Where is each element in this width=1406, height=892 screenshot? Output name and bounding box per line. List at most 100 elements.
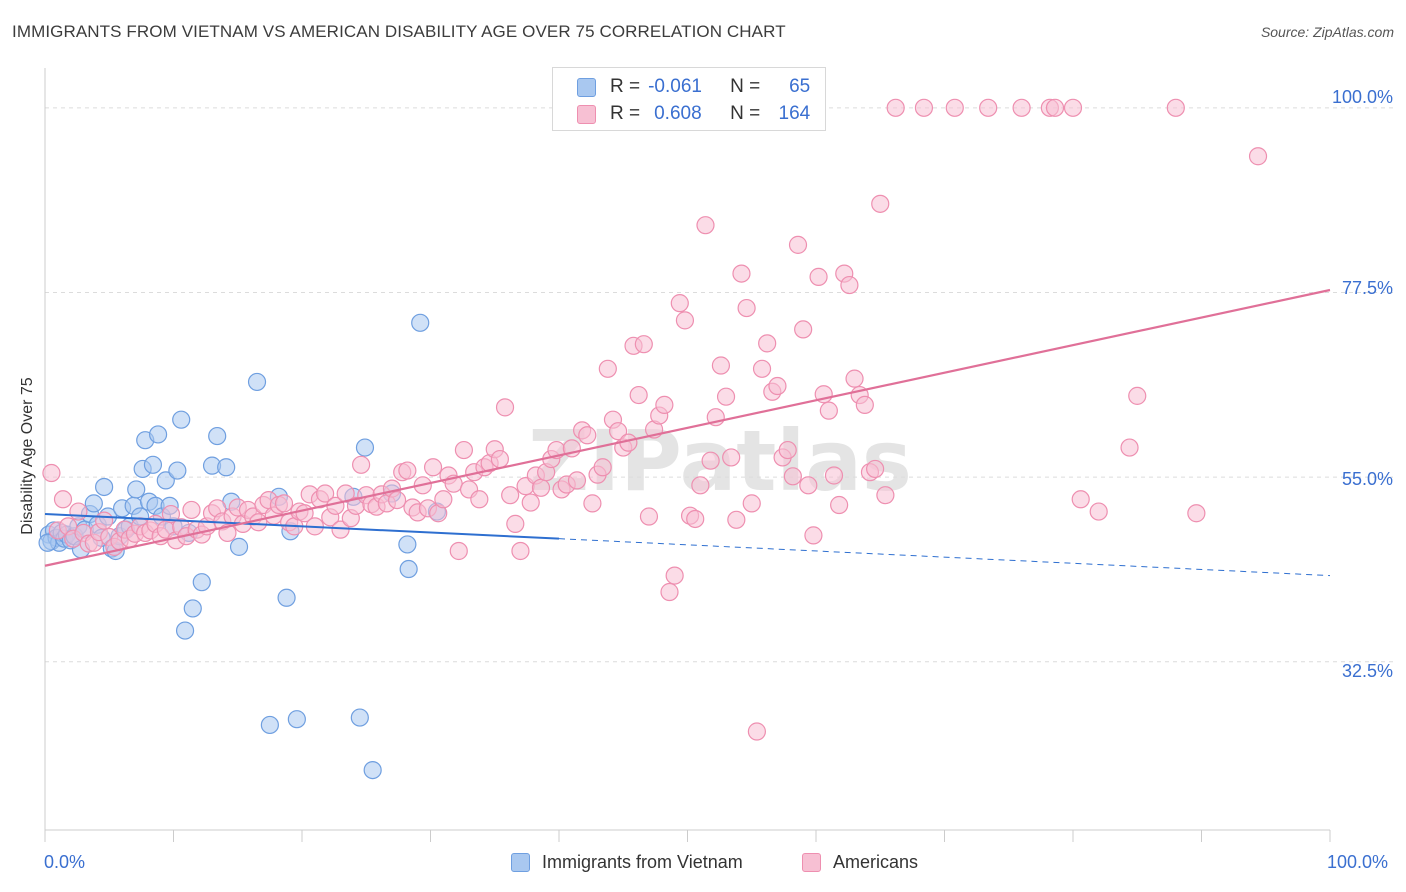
y-tick-55: 55.0%: [1341, 469, 1393, 489]
americans-trend-line: [44, 288, 1331, 567]
americans-point: [95, 511, 114, 530]
americans-point: [696, 216, 715, 235]
americans-point: [1045, 98, 1065, 117]
vietnam-point: [229, 537, 249, 556]
americans-point: [747, 722, 766, 741]
vietnam-point: [183, 599, 202, 618]
vietnam-point: [350, 708, 369, 727]
americans-point: [352, 455, 371, 474]
americans-point: [665, 566, 684, 585]
vietnam-swatch: [577, 77, 596, 97]
americans-point: [819, 401, 838, 420]
n-label: N =: [730, 103, 761, 124]
vietnam-point: [277, 588, 296, 607]
americans-point: [691, 476, 710, 495]
vietnam-point: [355, 438, 375, 457]
americans-point: [531, 478, 551, 497]
americans-point: [1063, 98, 1083, 117]
americans-point: [218, 523, 237, 543]
americans-point: [274, 494, 294, 513]
legend-label-americans: Americans: [833, 852, 919, 872]
vietnam-legend-swatch: [511, 853, 530, 872]
americans-point: [629, 385, 648, 405]
vietnam-point: [175, 621, 195, 640]
americans-point: [660, 582, 679, 602]
americans-point: [1128, 386, 1147, 405]
vietnam-point: [399, 559, 418, 579]
legend-row-vietnam: R = -0.061 N = 65: [577, 74, 810, 100]
americans-point: [871, 194, 890, 213]
americans-point: [1120, 438, 1139, 457]
vietnam-point: [260, 715, 279, 735]
americans-point: [161, 504, 181, 524]
americans-point: [686, 509, 705, 529]
y-tick-100: 100.0%: [1331, 87, 1393, 107]
americans-point: [711, 356, 731, 375]
americans-point: [398, 461, 417, 480]
americans-point: [1089, 502, 1108, 521]
americans-point: [945, 98, 964, 117]
vietnam-point: [38, 533, 57, 552]
americans-point: [722, 448, 741, 467]
americans-point: [316, 484, 335, 503]
vietnam-point: [148, 425, 168, 444]
americans-point: [876, 486, 895, 505]
source-label: Source: ZipAtlas.com: [1260, 24, 1394, 40]
americans-point: [567, 471, 587, 490]
americans-point: [809, 267, 828, 286]
chart-title: IMMIGRANTS FROM VIETNAM VS AMERICAN DISA…: [12, 22, 786, 41]
americans-point: [758, 334, 777, 353]
legend-item-americans[interactable]: Americans: [802, 852, 918, 873]
americans-point: [655, 395, 674, 415]
r-label: R =: [610, 103, 641, 124]
americans-point: [670, 294, 689, 313]
legend-label-vietnam: Immigrants from Vietnam: [542, 852, 743, 872]
americans-point: [470, 490, 489, 509]
n-value: 65: [789, 76, 811, 97]
vietnam-trend-extension: [558, 538, 1331, 577]
americans-point: [1166, 98, 1185, 117]
americans-point: [855, 395, 874, 415]
vietnam-point: [127, 480, 146, 499]
vietnam-point: [208, 426, 227, 446]
vietnam-point: [398, 535, 417, 554]
americans-legend-swatch: [802, 853, 821, 872]
americans-point: [716, 387, 736, 406]
americans-point: [742, 494, 761, 513]
r-value: -0.061: [648, 76, 702, 97]
vietnam-point: [95, 477, 114, 497]
americans-point: [331, 520, 350, 539]
americans-point: [639, 507, 659, 526]
americans-point: [182, 500, 201, 520]
legend-item-vietnam[interactable]: Immigrants from Vietnam: [511, 852, 743, 873]
americans-point: [511, 541, 530, 561]
vietnam-point: [217, 458, 236, 477]
americans-point: [449, 541, 468, 561]
americans-point: [501, 486, 520, 505]
americans-point: [866, 459, 885, 479]
n-label: N =: [730, 76, 761, 97]
vietnam-point: [84, 494, 103, 513]
americans-point: [1187, 504, 1206, 523]
americans-point: [387, 490, 407, 510]
americans-point: [675, 311, 695, 330]
americans-point: [794, 320, 813, 339]
americans-point: [521, 493, 540, 512]
vietnam-point: [287, 710, 306, 729]
legend-row-americans: R = 0.608 N = 164: [577, 101, 810, 127]
americans-point: [732, 264, 751, 283]
americans-point: [804, 526, 823, 545]
americans-point: [490, 449, 509, 469]
vietnam-trend-line: [44, 513, 560, 540]
americans-point: [914, 98, 934, 117]
r-label: R =: [610, 76, 641, 97]
x-tick-max: 100.0%: [1327, 852, 1389, 872]
series-legend: Immigrants from Vietnam Americans: [0, 852, 1406, 878]
americans-point: [840, 275, 859, 295]
americans-point: [454, 440, 474, 460]
y-tick-32-5: 32.5%: [1341, 661, 1393, 681]
americans-point: [727, 510, 746, 529]
americans-point: [495, 398, 515, 417]
americans-point: [434, 490, 453, 509]
